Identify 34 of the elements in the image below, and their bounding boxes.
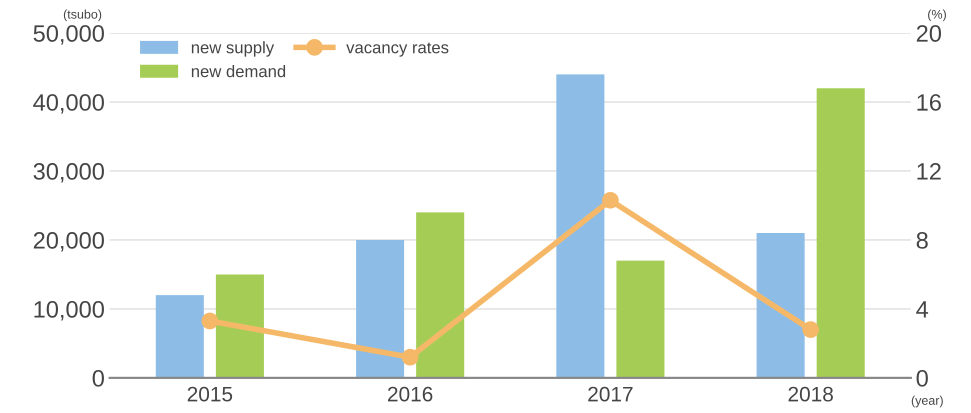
x-tick-label: 2018 [788, 386, 833, 402]
y2-tick-label: 16 [917, 94, 941, 111]
bar [816, 88, 865, 378]
y2-tick-label: 8 [916, 232, 928, 249]
point [202, 312, 218, 330]
y2-tick-label: 4 [916, 301, 928, 318]
y-tick-label: 20,000 [34, 232, 104, 252]
bar [156, 295, 204, 378]
legend-label: new supply [192, 41, 274, 57]
bar [556, 74, 604, 378]
x-tick-label: 2017 [588, 386, 633, 402]
y-tick-label: 40,000 [33, 94, 104, 114]
y2-tick-label: 12 [917, 163, 941, 180]
point [402, 348, 418, 366]
legend-label: new demand [192, 65, 286, 78]
y-tick-label: 50,000 [34, 25, 104, 45]
y2-tick-label: 20 [916, 25, 941, 42]
bar [416, 212, 464, 378]
x-tick-label: 2015 [188, 386, 232, 402]
y2-axis-title: (%) [928, 10, 946, 22]
x-tick-label: 2016 [388, 386, 432, 402]
x-axis-title: (year) [912, 396, 943, 408]
bar [216, 274, 264, 378]
bar [356, 240, 404, 378]
y-tick-label: 10,000 [34, 300, 104, 320]
bar [756, 233, 805, 378]
bar [616, 260, 664, 378]
y-tick-label: 30,000 [34, 163, 104, 183]
point [602, 192, 619, 209]
y-axis-title: (tsubo) [64, 10, 102, 22]
point [802, 321, 819, 338]
y-tick-label: 0 [92, 370, 104, 387]
y2-tick-label: 0 [916, 370, 928, 387]
legend-label: vacancy rates [346, 42, 448, 57]
